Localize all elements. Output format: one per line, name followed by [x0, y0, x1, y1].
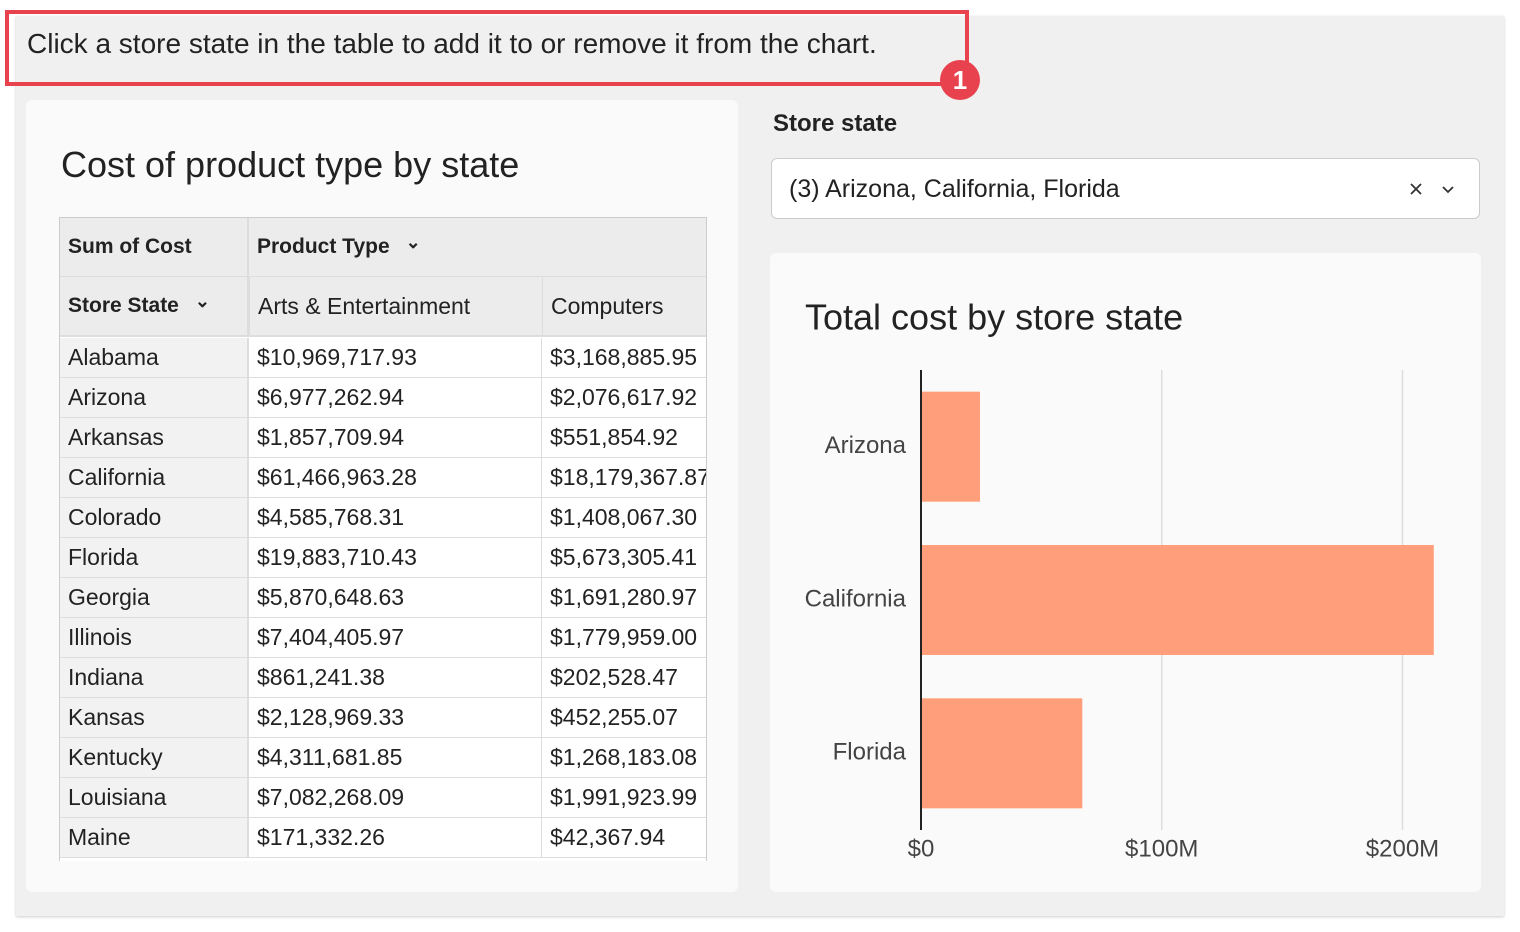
- table-cell: $3,168,885.95: [542, 338, 706, 378]
- chevron[interactable]: ⌄: [194, 290, 210, 311]
- table-cell: $18,179,367.87: [542, 458, 706, 498]
- row-label[interactable]: Arizona: [60, 378, 249, 418]
- row-label[interactable]: Louisiana: [60, 778, 249, 818]
- table-cell: $10,969,717.93: [249, 338, 542, 378]
- x-tick-label: $200M: [1366, 835, 1439, 862]
- table-cell: $1,857,709.94: [249, 418, 542, 458]
- table-cell: $4,311,681.85: [249, 738, 542, 778]
- table-cell: $1,991,923.99: [542, 778, 706, 818]
- column-group-header[interactable]: Product Type ⌄: [249, 218, 706, 277]
- table-cell: $452,255.07: [542, 698, 706, 738]
- row-label[interactable]: Florida: [60, 538, 249, 578]
- bar: [921, 545, 1434, 655]
- table-cell: $4,585,768.31: [249, 498, 542, 538]
- filter-value: (3) Arizona, California, Florida: [789, 175, 1120, 203]
- table-cell: $1,691,280.97: [542, 578, 706, 618]
- table-cell: $202,528.47: [542, 658, 706, 698]
- table-title: Cost of product type by state: [61, 144, 520, 185]
- chevron-icon[interactable]: [1440, 183, 1456, 197]
- table-cell: $1,408,067.30: [542, 498, 706, 538]
- corner-label: Sum of Cost: [60, 218, 249, 277]
- table-cell: $2,128,969.33: [249, 698, 542, 738]
- table-cell: $42,367.94: [542, 818, 706, 858]
- row-label[interactable]: Georgia: [60, 578, 249, 618]
- y-tick-label: California: [805, 585, 907, 612]
- table-cell: $6,977,262.94: [249, 378, 542, 418]
- row-label[interactable]: California: [60, 458, 249, 498]
- row-label[interactable]: Alabama: [60, 338, 249, 378]
- table-cell: $7,404,405.97: [249, 618, 542, 658]
- row-label[interactable]: Kansas: [60, 698, 249, 738]
- row-label[interactable]: Illinois: [60, 618, 249, 658]
- column-header: Arts & Entertainment: [249, 277, 542, 337]
- bar: [921, 391, 980, 502]
- table-cell: $61,466,963.28: [249, 458, 542, 498]
- chevron[interactable]: ⌄: [405, 231, 421, 252]
- filter-select[interactable]: (3) Arizona, California, Florida: [771, 158, 1480, 219]
- table-cell: $1,268,183.08: [542, 738, 706, 778]
- x-tick-label: $0: [908, 835, 935, 862]
- annotation-text: Click a store state in the table to add …: [27, 28, 877, 59]
- filter-label: Store state: [773, 110, 898, 137]
- table-cell: $2,076,617.92: [542, 378, 706, 418]
- row-label[interactable]: Kentucky: [60, 738, 249, 778]
- annotation-badge: 1: [940, 60, 980, 100]
- table-cell: $5,870,648.63: [249, 578, 542, 618]
- table-cell: $5,673,305.41: [542, 538, 706, 578]
- y-tick-label: Florida: [833, 739, 907, 766]
- table-cell: $19,883,710.43: [249, 538, 542, 578]
- table-cell: $7,082,268.09: [249, 778, 542, 818]
- column-header: Computers: [542, 277, 706, 337]
- row-label[interactable]: Maine: [60, 818, 249, 858]
- row-label[interactable]: Indiana: [60, 658, 249, 698]
- table-cell: $1,779,959.00: [542, 618, 706, 658]
- chart: Total cost by store state $0 $100M $200M Ar…: [805, 297, 1440, 863]
- bar: [921, 698, 1083, 809]
- row-header[interactable]: Store State ⌄: [60, 277, 249, 337]
- table-cell: $551,854.92: [542, 418, 706, 458]
- annotation-box: [5, 10, 969, 86]
- table-cell: $171,332.26: [249, 818, 542, 858]
- row-label[interactable]: Colorado: [60, 498, 249, 538]
- clear-icon[interactable]: [1408, 181, 1424, 197]
- table-cell: $861,241.38: [249, 658, 542, 698]
- row-label[interactable]: Arkansas: [60, 418, 249, 458]
- x-tick-label: $100M: [1125, 835, 1198, 862]
- chart-title: Total cost by store state: [805, 297, 1183, 338]
- y-tick-label: Arizona: [825, 432, 907, 459]
- pivot-table: Sum of Cost Product Type ⌄ Store State ⌄ Arts…: [59, 217, 707, 861]
